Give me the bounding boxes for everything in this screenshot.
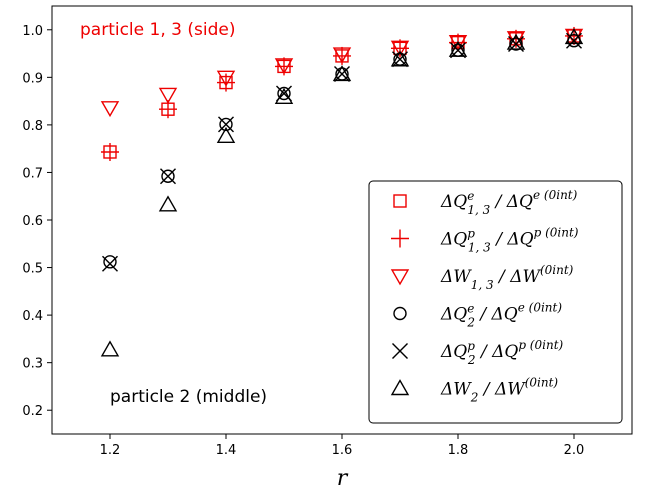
data-point-triangle-up <box>332 65 352 82</box>
data-point-triangle-up <box>564 27 584 45</box>
legend-entry: ΔQp 1, 3 / ΔQp (0int) <box>391 226 579 255</box>
data-point-x <box>392 51 408 68</box>
x-tick-label: 1.2 <box>100 443 121 458</box>
legend-marker-square <box>393 194 407 208</box>
y-tick-label: 0.8 <box>22 119 43 134</box>
legend-marker-plus <box>391 229 409 248</box>
x-tick-label: 1.4 <box>216 443 237 458</box>
legend-marker-triangle-up <box>390 379 410 396</box>
y-tick-label: 0.9 <box>22 71 43 86</box>
legend-entry: ΔW1, 3 / ΔW(0int) <box>390 263 574 292</box>
legend-label: ΔQe 1, 3 / ΔQe (0int) <box>440 188 578 217</box>
data-layer <box>100 26 584 357</box>
data-point-triangle-up <box>100 340 120 357</box>
data-point-triangle-up <box>274 87 294 105</box>
y-tick-label: 0.4 <box>22 309 43 324</box>
legend-entry: ΔW2 / ΔW(0int) <box>390 376 558 405</box>
data-point-x <box>566 32 582 49</box>
series-6-triangle-up <box>100 27 584 357</box>
data-point-plus <box>101 142 119 161</box>
data-point-plus <box>217 73 235 92</box>
data-point-triangle-up <box>216 126 236 144</box>
y-tick-label: 0.5 <box>22 262 43 277</box>
series-5-x <box>102 32 582 272</box>
y-tick-label: 0.3 <box>22 357 43 372</box>
legend: ΔQe 1, 3 / ΔQe (0int) ΔQp 1, 3 / ΔQp (0int)… <box>368 180 623 424</box>
x-axis-label: r <box>337 466 349 491</box>
data-point-triangle-up <box>390 50 410 67</box>
legend-marker-circle <box>393 306 407 321</box>
data-point-triangle-down <box>274 58 294 75</box>
y-tick-label: 0.2 <box>22 404 43 419</box>
x-tick-label: 2.0 <box>564 443 585 458</box>
data-point-circle <box>161 169 175 183</box>
legend-entry: ΔQe 2 / ΔQe (0int) <box>393 301 562 330</box>
data-point-circle <box>103 255 117 269</box>
x-tick-label: 1.8 <box>448 443 469 458</box>
data-point-triangle-up <box>506 33 526 50</box>
y-tick-label: 0.7 <box>22 166 43 181</box>
legend-label: ΔW1, 3 / ΔW(0int) <box>440 263 574 292</box>
data-point-circle <box>219 117 233 132</box>
legend-label: ΔQp 1, 3 / ΔQp (0int) <box>440 226 579 255</box>
y-tick-label: 0.6 <box>22 214 43 229</box>
data-point-x <box>218 116 234 133</box>
legend-marker-triangle-down <box>390 269 410 286</box>
data-point-x <box>450 42 466 59</box>
data-point-x <box>160 168 176 185</box>
data-point-triangle-down <box>332 47 352 64</box>
data-point-triangle-down <box>100 101 120 118</box>
axes-layer: 1.2 1.4 1.6 1.8 2.0 0.2 0.3 0.4 0.5 0.6 0.7 0.8 0.9 1… <box>22 24 584 458</box>
data-point-circle <box>509 37 523 51</box>
data-point-x <box>334 66 350 82</box>
annotation-middle-particle: particle 2 (middle) <box>110 387 267 407</box>
legend-marker-x <box>392 343 408 359</box>
legend-entry: ΔQe 1, 3 / ΔQe (0int) <box>393 188 578 217</box>
data-point-triangle-up <box>158 195 178 212</box>
data-point-triangle-down <box>216 70 236 87</box>
y-tick-label: 1.0 <box>22 24 43 39</box>
legend-box <box>368 180 623 424</box>
legend-entry: ΔQp 2 / ΔQp (0int) <box>392 338 564 367</box>
data-point-triangle-down <box>158 87 178 104</box>
data-point-circle <box>277 86 291 101</box>
data-point-triangle-down <box>390 40 410 57</box>
x-tick-label: 1.6 <box>332 443 353 458</box>
data-point-x <box>102 255 118 272</box>
annotation-side-particles: particle 1, 3 (side) <box>80 20 235 40</box>
legend-label: ΔQe 2 / ΔQe (0int) <box>440 301 562 330</box>
data-point-triangle-down <box>448 34 468 52</box>
legend-label: ΔW2 / ΔW(0int) <box>440 376 558 405</box>
data-point-triangle-up <box>448 40 468 57</box>
legend-label: ΔQp 2 / ΔQp (0int) <box>440 338 564 367</box>
